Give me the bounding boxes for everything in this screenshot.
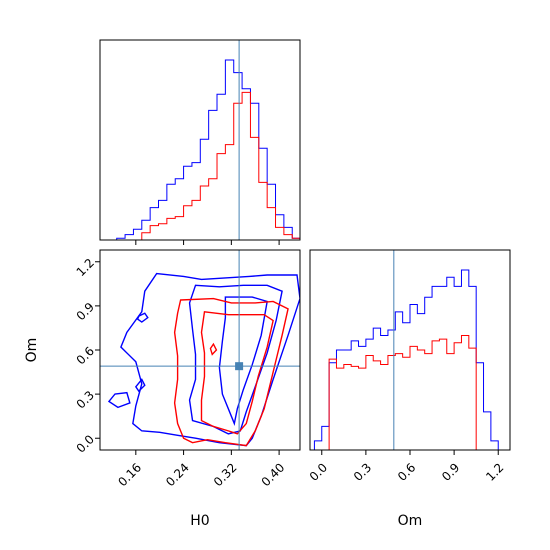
om-x-tick-label: 1.2 — [483, 460, 506, 483]
h0-histogram-series-1 — [100, 91, 300, 240]
contour-frame — [99, 249, 301, 451]
contour-x-tick-label: 0.32 — [211, 460, 240, 489]
contour-y-tick-label: 0.6 — [74, 344, 97, 367]
contour-y-tick-label: 0.9 — [74, 300, 97, 323]
contour-y-tick-label: 1.2 — [74, 256, 97, 279]
contour-line-series-0-5 — [134, 378, 146, 393]
om-histogram-series-0 — [313, 269, 499, 450]
om-x-tick-label: 0.0 — [307, 460, 330, 483]
h0-histogram-frame — [99, 39, 301, 241]
h0-histogram-series-0 — [100, 59, 300, 240]
om-x-tick-label: 0.9 — [439, 460, 462, 483]
contour-x-tick-label: 0.40 — [259, 460, 288, 489]
contour-line-series-0-0 — [120, 272, 300, 447]
contour-y-tick-label: 0.0 — [74, 432, 97, 455]
contour-line-series-1-2 — [209, 342, 218, 356]
contour-line-series-1-1 — [200, 310, 274, 435]
contour-line-series-0-2 — [218, 296, 268, 426]
contour-x-tick-label: 0.16 — [115, 460, 144, 489]
h0-om-contour-panel: 0.16 0.24 0.32 0.40 0.0 0.3 0.6 0.9 1.2 H0 Om — [24, 249, 301, 529]
h0-histogram-panel — [99, 39, 301, 245]
om-histogram-series-1 — [314, 334, 499, 450]
truth-marker — [235, 362, 244, 371]
contour-line-series-0-1 — [188, 284, 283, 435]
contour-line-series-1-0 — [173, 297, 289, 447]
contour-line-series-0-3 — [107, 391, 131, 409]
om-x-tick-label: 0.6 — [395, 460, 418, 483]
contour-x-tick-label: 0.24 — [163, 460, 192, 489]
contour-y-tick-label: 0.3 — [74, 388, 97, 411]
y-axis-label-om: Om — [24, 338, 40, 363]
om-histogram-panel: 0.0 0.3 0.6 0.9 1.2 Om — [307, 249, 511, 529]
contour-line-series-0-4 — [136, 312, 149, 323]
om-x-tick-label: 0.3 — [351, 460, 374, 483]
x-axis-label-om: Om — [398, 513, 423, 529]
x-axis-label-h0: H0 — [190, 513, 209, 529]
